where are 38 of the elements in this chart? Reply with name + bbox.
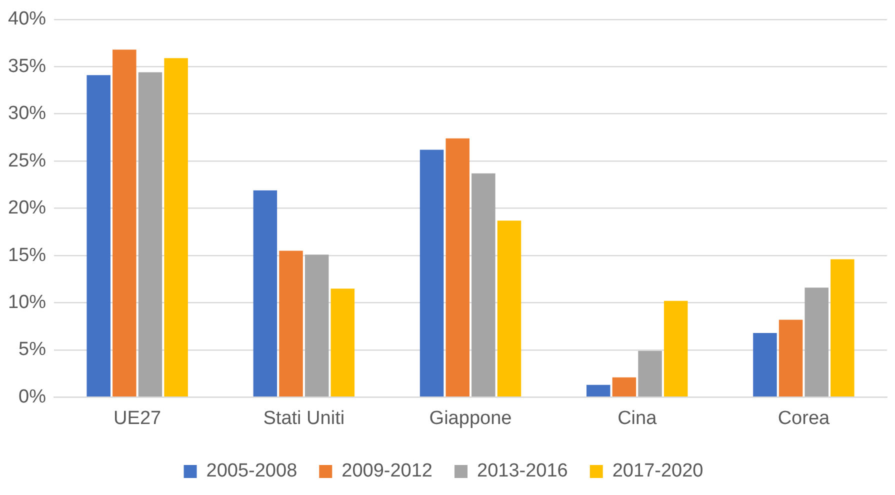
y-tick-label: 0%	[18, 386, 46, 408]
bar	[253, 190, 278, 397]
bar	[804, 288, 828, 397]
bar	[86, 75, 110, 397]
y-tick-label: 15%	[8, 244, 46, 266]
x-tick-label: Cina	[618, 408, 658, 429]
bar	[330, 288, 355, 397]
legend-label: 2017-2020	[612, 460, 704, 482]
y-tick-label: 30%	[8, 103, 46, 124]
bar	[304, 254, 329, 397]
bar	[586, 384, 610, 397]
x-tick-label: Stati Uniti	[263, 408, 345, 429]
bar	[830, 259, 854, 397]
bar	[138, 72, 162, 397]
bar	[497, 220, 522, 397]
y-tick-label: 20%	[8, 198, 46, 219]
y-tick-label: 10%	[8, 292, 46, 313]
bar	[472, 173, 496, 397]
bar	[612, 377, 636, 397]
legend-label: 2009-2012	[342, 460, 433, 482]
legend-label: 2005-2008	[206, 460, 298, 482]
bar	[112, 50, 136, 397]
bar	[753, 332, 777, 397]
bar	[446, 138, 470, 397]
bar	[664, 300, 688, 397]
x-tick-label: Giappone	[429, 408, 512, 429]
x-tick-label: Corea	[778, 408, 830, 429]
bar	[164, 58, 188, 397]
bar	[279, 250, 303, 397]
y-tick-label: 25%	[8, 150, 46, 172]
y-tick-label: 5%	[18, 339, 46, 360]
y-tick-label: 35%	[8, 56, 46, 77]
bar	[420, 150, 444, 397]
y-tick-label: 40%	[8, 8, 46, 30]
bar	[778, 320, 803, 397]
bar	[638, 350, 662, 397]
x-tick-label: UE27	[114, 408, 162, 429]
legend-label: 2013-2016	[477, 460, 568, 482]
